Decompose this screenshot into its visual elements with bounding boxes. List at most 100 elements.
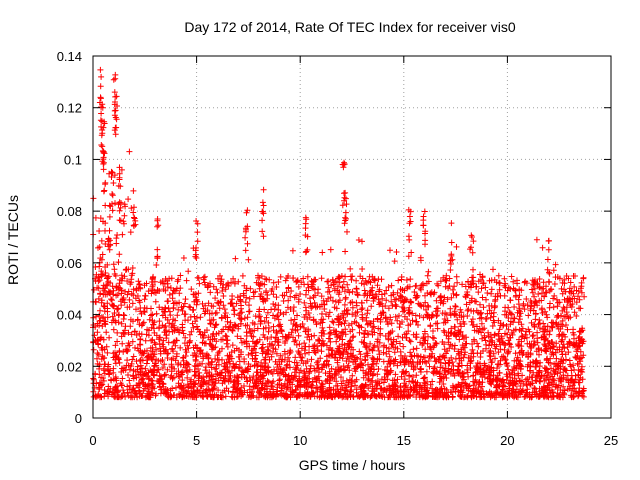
data-point xyxy=(290,334,296,341)
data-point xyxy=(545,374,552,381)
data-point xyxy=(143,360,150,367)
data-point xyxy=(293,359,300,366)
data-point xyxy=(463,340,470,347)
data-point xyxy=(372,385,378,392)
data-point xyxy=(226,369,233,376)
data-point xyxy=(209,336,216,343)
data-point xyxy=(559,351,566,358)
data-point xyxy=(283,335,290,342)
data-point xyxy=(334,334,341,341)
data-point xyxy=(422,330,428,337)
data-point xyxy=(110,350,117,357)
data-point xyxy=(403,277,410,283)
data-point xyxy=(252,383,259,390)
data-point xyxy=(310,389,317,396)
data-point xyxy=(112,383,119,390)
data-point xyxy=(179,394,186,401)
data-point xyxy=(390,389,397,396)
data-point xyxy=(341,194,348,201)
data-point xyxy=(329,394,336,401)
data-point xyxy=(130,385,137,392)
data-point xyxy=(577,358,584,365)
data-point xyxy=(478,320,485,327)
data-point xyxy=(154,216,161,222)
data-point xyxy=(380,379,387,386)
data-point xyxy=(263,388,270,395)
data-point xyxy=(110,393,117,400)
data-point xyxy=(406,213,413,220)
data-point xyxy=(314,347,321,353)
data-point xyxy=(184,374,191,381)
data-point xyxy=(245,256,252,263)
data-point xyxy=(487,314,494,321)
data-point xyxy=(182,296,189,303)
data-point xyxy=(457,372,464,379)
data-point xyxy=(451,283,458,290)
data-point xyxy=(332,298,339,305)
data-point xyxy=(108,168,115,175)
data-point xyxy=(331,351,338,358)
data-point xyxy=(118,272,125,279)
data-point xyxy=(293,292,300,299)
data-point xyxy=(185,268,192,275)
data-point xyxy=(283,309,290,316)
data-point xyxy=(154,246,161,253)
data-point xyxy=(199,331,206,338)
data-point xyxy=(527,343,534,350)
data-point xyxy=(257,280,264,287)
data-point xyxy=(464,307,471,314)
data-point xyxy=(95,274,102,281)
data-point xyxy=(240,290,247,297)
data-point xyxy=(146,375,153,382)
data-point xyxy=(505,304,512,311)
data-point xyxy=(163,346,169,353)
data-point xyxy=(254,325,261,332)
data-point xyxy=(311,299,318,306)
data-point xyxy=(263,288,270,294)
data-point xyxy=(129,394,136,401)
data-point xyxy=(247,330,254,337)
data-point xyxy=(571,385,578,392)
data-point xyxy=(104,275,110,282)
data-point xyxy=(105,368,112,374)
data-point xyxy=(110,369,117,376)
data-point xyxy=(477,271,483,278)
data-point xyxy=(503,360,510,366)
data-point xyxy=(427,354,434,360)
data-point xyxy=(159,357,166,363)
data-point xyxy=(310,316,317,323)
data-point xyxy=(205,381,212,388)
data-point xyxy=(471,336,477,343)
data-point xyxy=(451,310,458,317)
data-point xyxy=(390,289,397,296)
data-point xyxy=(133,358,140,365)
data-point xyxy=(381,394,388,401)
data-point xyxy=(204,351,210,358)
data-point xyxy=(255,394,262,401)
data-point xyxy=(482,316,489,322)
data-point xyxy=(505,390,512,397)
data-point xyxy=(364,307,371,314)
data-point xyxy=(449,393,456,400)
data-point xyxy=(97,117,104,124)
data-point xyxy=(290,275,296,282)
data-point xyxy=(258,345,265,352)
data-point xyxy=(100,377,107,384)
data-point xyxy=(97,83,104,90)
data-point xyxy=(377,332,384,338)
data-point xyxy=(494,389,501,395)
data-point xyxy=(340,314,347,321)
data-point xyxy=(293,341,300,348)
data-point xyxy=(102,291,109,298)
data-point xyxy=(328,365,335,372)
data-point xyxy=(465,354,472,361)
data-point xyxy=(573,348,580,355)
data-point xyxy=(328,329,334,336)
data-point xyxy=(134,293,141,299)
data-point xyxy=(98,334,105,341)
data-point xyxy=(396,312,402,319)
data-point xyxy=(399,287,406,293)
data-point xyxy=(530,282,537,289)
data-point xyxy=(331,287,338,294)
data-point xyxy=(479,280,486,287)
